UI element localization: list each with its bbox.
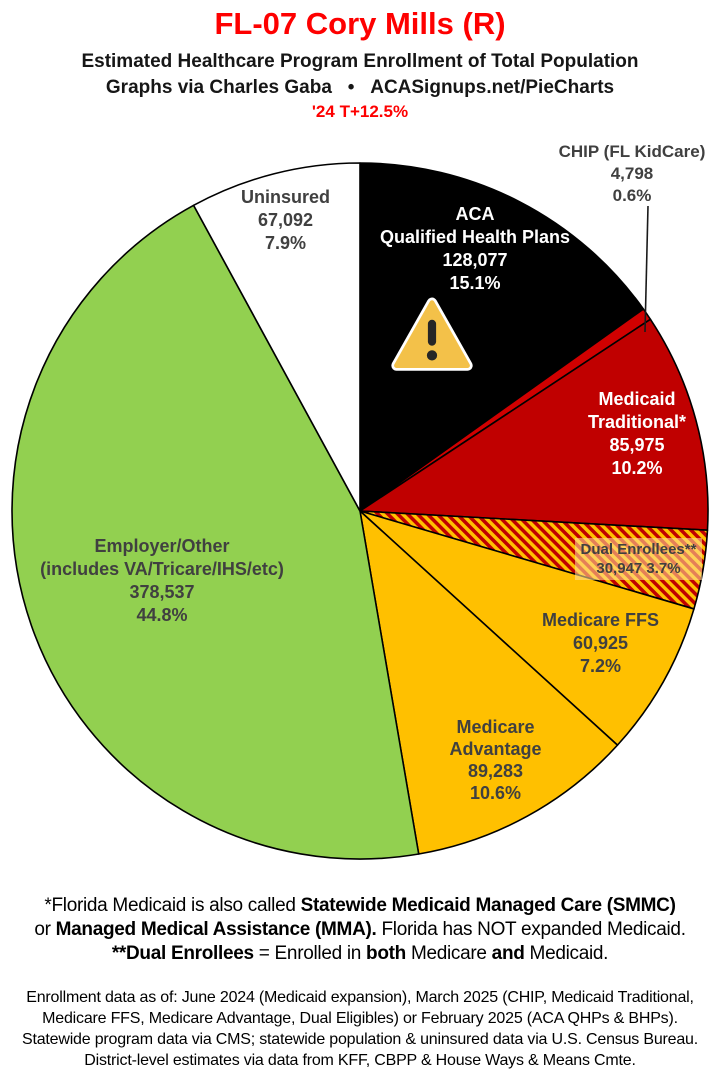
subtitle: Estimated Healthcare Program Enrollment … (81, 51, 639, 72)
slice-label-name: ACA (455, 204, 495, 224)
pie-slice-6 (11, 204, 420, 860)
footnote-line: **Dual Enrollees = Enrolled in both Medi… (111, 943, 609, 964)
slice-label-name: Uninsured (240, 187, 330, 207)
label-medicare-ffs: Medicare FFS 60,925 7.2% (518, 609, 683, 678)
label-uninsured: Uninsured 67,092 7.9% (213, 186, 358, 255)
slice-label-value: 67,092 (257, 210, 314, 230)
slice-label-name2: Advantage (449, 739, 542, 759)
slice-label-name: Medicare FFS (541, 610, 660, 630)
pie-slice-0 (359, 162, 645, 512)
pie-slices (11, 162, 709, 860)
medicaid-footnote: *Florida Medicaid is also called Statewi… (0, 894, 720, 966)
slice-label-value: 378,537 (129, 582, 195, 602)
slice-label-value: 89,283 (467, 761, 524, 781)
slice-label-value: 60,925 (572, 633, 629, 653)
slice-label-value: 4,798 (610, 164, 654, 183)
label-aca-qhp: ACA Qualified Health Plans 128,077 15.1% (373, 203, 577, 295)
footnote-line: or Managed Medical Assistance (MMA). Flo… (34, 919, 686, 940)
label-dual-enrollees: Dual Enrollees** 30,947 3.7% (575, 538, 702, 580)
slice-label-pct: 15.1% (449, 273, 501, 293)
slice-label-pct: 0.6% (612, 186, 652, 205)
page-title: FL-07 Cory Mills (R) (214, 6, 506, 41)
chip-leader-line (644, 205, 649, 333)
slice-label-pct: 44.8% (136, 605, 188, 625)
label-chip: CHIP (FL KidCare) 4,798 0.6% (552, 141, 712, 207)
slice-label-name2: (includes VA/Tricare/IHS/etc) (40, 559, 284, 579)
trend-note: '24 T+12.5% (311, 102, 409, 121)
slice-label-name2: Traditional* (587, 412, 686, 432)
slice-label-name: CHIP (FL KidCare) (558, 142, 706, 161)
pie-slice-7 (192, 162, 361, 512)
slice-label-pct: 10.6% (469, 783, 522, 803)
pie-slice-5 (359, 510, 619, 855)
label-medicare-advantage: Medicare Advantage 89,283 10.6% (413, 716, 578, 804)
slice-label-pct: 7.2% (579, 656, 622, 676)
source-footnote: Enrollment data as of: June 2024 (Medica… (21, 989, 698, 1069)
slice-label-value: 30,947 3.7% (596, 560, 681, 577)
slice-label-pct: 10.2% (611, 458, 663, 478)
label-medicaid-traditional: Medicaid Traditional* 85,975 10.2% (557, 388, 717, 480)
slice-label-name2: Qualified Health Plans (379, 227, 571, 247)
slice-label-pct: 7.9% (264, 233, 307, 253)
footnote-line: *Florida Medicaid is also called Statewi… (44, 895, 676, 916)
slice-label-value: 85,975 (609, 435, 665, 455)
slice-label-name: Dual Enrollees** (580, 541, 697, 558)
credit-line: Graphs via Charles Gaba • ACASignups.net… (105, 77, 615, 98)
pie-slice-4 (359, 510, 695, 746)
slice-label-value: 128,077 (442, 250, 508, 270)
slice-label-name: Medicaid (598, 389, 676, 409)
pie-slice-2 (359, 318, 709, 532)
label-employer-other: Employer/Other (includes VA/Tricare/IHS/… (32, 535, 292, 627)
warning-icon (391, 297, 473, 371)
slice-label-name: Employer/Other (94, 536, 230, 556)
slice-label-name: Medicare (456, 717, 535, 737)
